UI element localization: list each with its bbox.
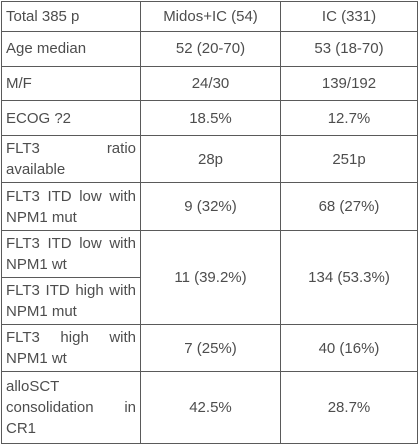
table-row: FLT3 ratio available 28p 251p [1, 135, 418, 184]
row-label: M/F [1, 65, 141, 102]
table-row: FLT3 ITD high with NPM1 mut [1, 276, 418, 326]
row-value-midos: 52 (20-70) [140, 30, 281, 67]
row-value-midos: 42.5% [140, 371, 281, 444]
header-row: Total 385 p Midos+IC (54) IC (331) [1, 1, 418, 32]
row-value-ic: 28.7% [280, 371, 418, 444]
row-value-midos: 7 (25%) [140, 323, 281, 373]
row-label: FLT3 ITD low with NPM1 wt [1, 229, 141, 278]
row-value-ic: 134 (53.3%) [280, 229, 418, 326]
table-row: FLT3 ITD low with NPM1 mut 9 (32%) 68 (2… [1, 182, 418, 231]
table-row: ECOG ?2 18.5% 12.7% [1, 100, 418, 137]
row-value-ic: 53 (18-70) [280, 30, 418, 67]
row-value-ic: 12.7% [280, 100, 418, 137]
row-label: FLT3 high with NPM1 wt [1, 323, 141, 373]
row-value-midos: 11 (39.2%) [140, 229, 281, 326]
table-row: FLT3 ITD low with NPM1 wt 11 (39.2%) 134… [1, 229, 418, 326]
row-value-midos: 9 (32%) [140, 182, 281, 231]
row-label: FLT3 ITD high with NPM1 mut [1, 276, 141, 326]
row-label: alloSCT consolidation in CR1 [1, 371, 141, 444]
table-row: FLT3 high with NPM1 wt 7 (25%) 40 (16%) [1, 323, 418, 373]
row-value-ic: 139/192 [280, 65, 418, 102]
row-value-ic: 40 (16%) [280, 323, 418, 373]
row-label: FLT3 ITD low with NPM1 mut [1, 182, 141, 231]
row-value-midos: 24/30 [140, 65, 281, 102]
row-label: ECOG ?2 [1, 100, 141, 137]
table-row: alloSCT consolidation in CR1 42.5% 28.7% [1, 371, 418, 444]
row-value-midos: 28p [140, 135, 281, 184]
row-value-ic: 68 (27%) [280, 182, 418, 231]
row-label: FLT3 ratio available [1, 135, 141, 184]
table-row: Age median 52 (20-70) 53 (18-70) [1, 30, 418, 67]
table-row: M/F 24/30 139/192 [1, 65, 418, 102]
row-value-midos: 18.5% [140, 100, 281, 137]
row-value-ic: 251p [280, 135, 418, 184]
header-ic: IC (331) [280, 1, 418, 32]
row-label: Age median [1, 30, 141, 67]
header-midos-ic: Midos+IC (54) [140, 1, 281, 32]
header-total: Total 385 p [1, 1, 141, 32]
